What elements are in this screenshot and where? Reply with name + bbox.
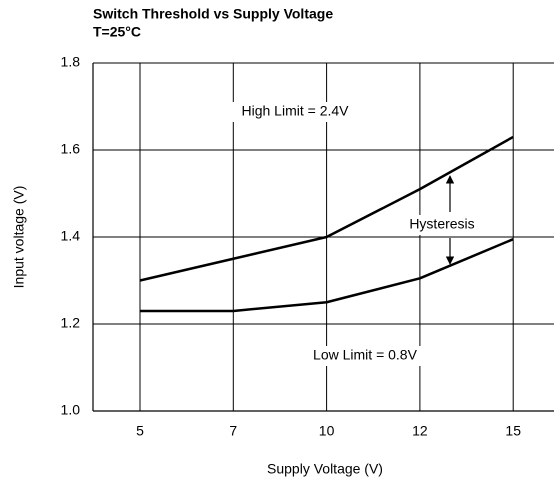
lines (139, 135, 514, 313)
x-axis-label: Supply Voltage (V) (267, 461, 383, 477)
annotation: Low Limit = 0.8V (313, 347, 418, 363)
series-line (139, 135, 514, 282)
chart-subtitle: T=25°C (93, 24, 141, 40)
x-tick-label: 5 (136, 423, 144, 439)
annotation-bg (230, 102, 360, 122)
x-tick-label: 15 (505, 423, 521, 439)
x-tick-label: 12 (412, 423, 428, 439)
x-tick-label: 10 (319, 423, 335, 439)
y-tick-label: 1.4 (61, 228, 81, 244)
y-tick-label: 1.6 (61, 141, 81, 157)
y-tick-label: 1.8 (61, 54, 81, 70)
annotation-bg (300, 346, 430, 366)
y-axis-label: Input voltage (V) (11, 186, 27, 289)
grid: 1.0 1.2 1.4 1.6 1.8 5 7 10 12 15 (61, 54, 554, 439)
annotation: Hysteresis (409, 216, 474, 232)
annotations: High Limit = 2.4V Hysteresis Low Limit = 0… (230, 102, 482, 366)
annotation-bg (402, 215, 482, 235)
y-tick-label: 1.2 (61, 315, 81, 331)
series-line (140, 238, 514, 313)
chart-title: Switch Threshold vs Supply Voltage (93, 6, 333, 22)
x-tick-label: 7 (229, 423, 237, 439)
annotation: High Limit = 2.4V (242, 103, 350, 119)
y-tick-label: 1.0 (61, 402, 81, 418)
